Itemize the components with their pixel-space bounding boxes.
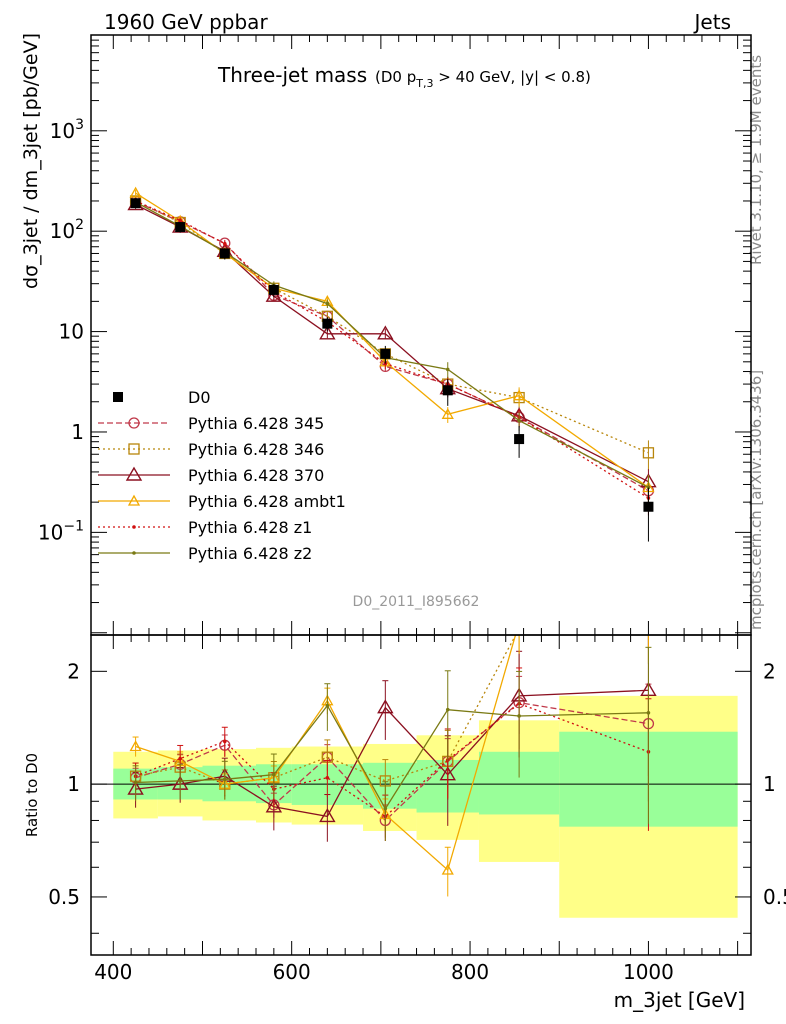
ratio-point: [222, 739, 227, 744]
ratio-point: [643, 606, 653, 615]
x-tick-labels: 400 600 800 1000: [94, 960, 674, 984]
ratio-bands: [113, 695, 738, 918]
data-point: [643, 501, 654, 512]
ratio-point: [517, 714, 521, 718]
legend-label: Pythia 6.428 z2: [188, 544, 312, 563]
series-point: [517, 418, 521, 423]
series-point: [646, 485, 651, 490]
legend: D0 Pythia 6.428 345 Pythia 6.428 346 Pythia…: [98, 388, 346, 563]
ratio-y-tick-label-right: 2: [763, 659, 776, 683]
data-point: [380, 348, 391, 359]
y-tick-label: 10: [59, 320, 84, 344]
ratio-point: [325, 775, 330, 780]
ratio-point: [178, 756, 182, 761]
series-point: [319, 325, 336, 340]
ratio-point: [646, 711, 651, 715]
header-right: Jets: [693, 10, 731, 34]
y-tick-label: 10−1: [38, 518, 84, 544]
header-left: 1960 GeV ppbar: [104, 10, 268, 34]
legend-marker: [132, 551, 136, 555]
ratio-point: [377, 699, 394, 714]
ratio-point: [265, 798, 283, 813]
series-point: [325, 301, 330, 306]
analysis-id: D0_2011_I895662: [353, 594, 480, 610]
legend-marker: [113, 392, 123, 402]
legend-label: Pythia 6.428 370: [188, 466, 324, 485]
series-point: [513, 389, 526, 401]
ratio-y-tick-label: 2: [67, 659, 80, 683]
x-tick-label: 800: [451, 960, 489, 984]
legend-marker: [128, 443, 140, 455]
legend-marker: [125, 466, 143, 481]
x-axis-label: m_3jet [GeV]: [614, 988, 745, 1012]
y-axis-label: dσ_3jet / dm_3jet [pb/GeV]: [20, 33, 42, 289]
data-point: [219, 248, 230, 259]
data-point: [175, 222, 186, 233]
legend-label: Pythia 6.428 345: [188, 414, 324, 433]
ratio-point: [445, 707, 450, 712]
ratio-y-axis-label: Ratio to D0: [23, 753, 41, 837]
series-line-4: [135, 200, 649, 499]
series-point: [441, 407, 454, 419]
legend-label: Pythia 6.428 ambt1: [188, 492, 346, 511]
data-point: [514, 434, 525, 445]
ratio-point: [514, 617, 524, 626]
legend-label: Pythia 6.428 346: [188, 440, 324, 459]
ratio-point: [383, 806, 388, 811]
series-point: [445, 367, 450, 372]
data-point: [322, 318, 333, 329]
legend-label: Pythia 6.428 z1: [188, 518, 312, 537]
ratio-y-tick-label-right: 0.5: [763, 885, 786, 909]
x-tick-label: 400: [94, 960, 132, 984]
series-point: [222, 241, 227, 246]
ratio-y-tick-label: 1: [67, 772, 80, 796]
chart-subtitle: (D0 pT,3 > 40 GeV, |y| < 0.8): [375, 68, 591, 90]
legend-marker: [132, 525, 136, 529]
y-tick-label: 103: [50, 117, 84, 143]
ratio-point: [129, 740, 142, 752]
series-point: [129, 186, 142, 198]
series-point: [265, 287, 283, 302]
y-tick-label: 102: [50, 217, 84, 243]
ratio-point: [319, 808, 336, 823]
legend-marker: [127, 494, 141, 506]
x-tick-label: 1000: [623, 960, 674, 984]
main-series-group: [127, 186, 657, 542]
ratio-point: [441, 863, 454, 875]
data-point: [268, 284, 279, 295]
mcplots-label: mcplots.cern.ch [arXiv:1306.3436]: [747, 370, 765, 630]
ratio-point: [178, 779, 182, 783]
y-tick-label: 1: [71, 420, 84, 444]
chart-title: Three-jet mass: [217, 63, 367, 87]
series-line-1: [135, 200, 649, 454]
series-point: [377, 325, 394, 340]
legend-marker: [128, 417, 140, 429]
ratio-frame: [90, 634, 752, 956]
ratio-point: [222, 777, 227, 782]
series-point: [178, 218, 182, 223]
data-point: [130, 198, 141, 209]
ratio-y-tick-label: 0.5: [48, 885, 80, 909]
ratio-point: [325, 703, 330, 708]
rivet-label: Rivet 3.1.10, ≥ 1.9M events: [747, 55, 765, 265]
x-tick-label: 600: [273, 960, 311, 984]
ratio-point: [133, 780, 138, 785]
ratio-point: [514, 624, 524, 634]
legend-label: D0: [188, 388, 211, 407]
data-point: [442, 385, 453, 396]
ratio-point: [272, 772, 276, 777]
ratio-y-tick-label-right: 1: [763, 772, 776, 796]
series-point: [642, 447, 655, 459]
ratio-point: [643, 580, 653, 590]
ratio-series-group: [127, 580, 657, 897]
